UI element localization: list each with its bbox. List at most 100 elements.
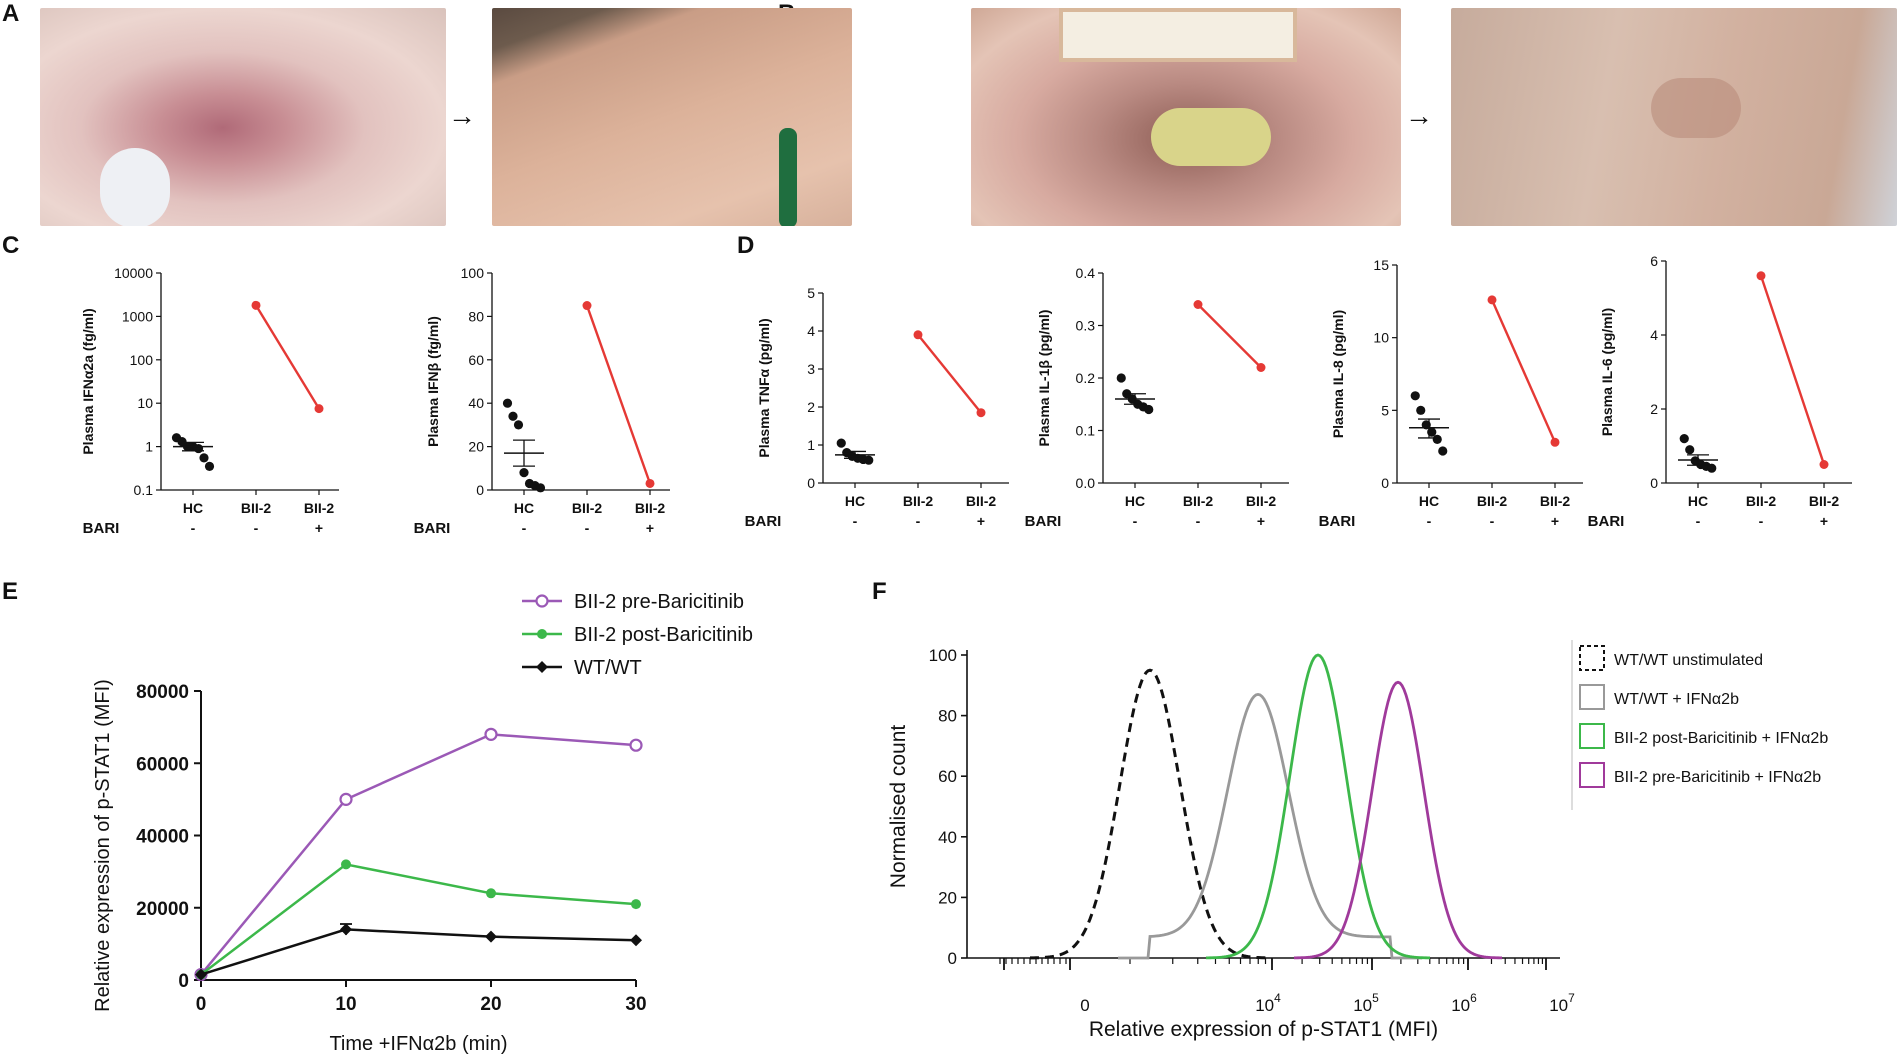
patient-point-pre [913,330,923,340]
y-tick-label: 0 [1381,475,1389,491]
patient-point-post [1550,437,1560,447]
patient-point-pre [1756,271,1766,281]
series-point [629,738,643,752]
hc-point [1432,434,1442,444]
patient-point-post [645,478,655,488]
x-tick-label: BII-2 [1540,493,1571,509]
patient-line [254,304,321,410]
x-tick-label: HC [845,493,865,509]
x-tick-label: 106 [1451,991,1477,1015]
chart-d3: 0 5 10 15 HC - BII-2 - BII-2 + BARI Plasma IL-8 (pg… [1319,257,1583,530]
legend-label: BII-2 pre-Baricitinib [574,591,744,613]
y-tick-label: 10 [1373,330,1389,346]
x-tick-label: BII-2 [304,500,335,516]
x-tick-label: 107 [1549,991,1575,1015]
hc-point [1685,445,1695,455]
hc-point [1679,434,1689,444]
y-tick-label: 3 [807,361,815,377]
y-tick-label: 4 [1650,327,1658,343]
legend-label: WT/WT + IFNα2b [1614,691,1739,708]
y-tick-label: 0.0 [1076,475,1096,491]
legend-swatch [1579,723,1605,749]
y-tick-label: 40000 [136,827,189,848]
y-tick-label: 0.1 [1076,423,1096,439]
hc-point [519,468,529,478]
y-axis-label: Plasma IL-1β (pg/ml) [1036,310,1052,447]
photo-b-arrow: → [1405,100,1433,131]
x-tick-label: 10 [335,994,356,1015]
y-tick-label: 2 [807,399,815,415]
series-point [631,899,641,910]
x-tick-label: 104 [1255,991,1281,1015]
x-tick-label: HC [1125,493,1145,509]
patient-line [585,305,652,484]
y-tick-label: 80 [468,308,484,324]
hc-point [864,455,874,465]
y-tick-label: 0 [476,482,484,498]
x-tick-label: HC [514,500,534,516]
panel-letter-f: F [872,578,887,605]
legend-label: BII-2 post-Baricitinib + IFNα2b [1614,730,1828,747]
patient-point-post [1256,363,1266,372]
y-tick-label: 1 [145,439,153,455]
chart-d1: 0 1 2 3 4 5 HC - BII-2 - BII-2 + BARI Plasma TNFα (pg… [745,285,1009,530]
legend-swatch [1579,762,1605,788]
patient-point-pre [1193,300,1203,309]
series-point [484,727,498,741]
y-tick-label: 10 [137,395,153,411]
y-tick-label: 0.3 [1076,318,1096,334]
photo-b-after [1451,8,1897,226]
patient-line [917,334,982,414]
x-tick-label: BII-2 [241,500,272,516]
bari-label: BARI [83,520,120,537]
chart-c2: 0 20 40 60 80 100 HC - BII-2 - BII-2 + BARI Plasma IF… [414,265,670,537]
y-tick-label: 4 [807,323,815,339]
bari-value: - [522,520,527,536]
bari-value: + [315,520,323,536]
y-axis-label: Relative expression of p-STAT1 (MFI) [92,679,114,1012]
series-point [485,930,497,943]
hc-point [1416,405,1426,415]
x-tick-label: HC [183,500,203,516]
photo-a-after [492,8,852,226]
bari-label: BARI [1319,513,1356,530]
x-tick-label: 0 [1080,996,1089,1015]
x-tick-label: HC [1419,493,1439,509]
y-tick-label: 60 [468,352,484,368]
bari-value: - [191,520,196,536]
hc-point [204,461,215,471]
legend-label: BII-2 pre-Baricitinib + IFNα2b [1614,769,1821,786]
bari-value: + [1257,513,1265,529]
bari-value: + [1551,513,1559,529]
legend-swatch [1579,684,1605,710]
series-line [200,928,637,976]
histogram-curve [1293,680,1503,960]
patient-point-pre [251,300,261,310]
hc-point [1144,404,1154,415]
series-point [486,888,496,899]
photo-b-scar [1651,78,1741,138]
panel-letter-e: E [2,578,19,605]
x-tick-label: 20 [480,994,501,1015]
x-axis-label: Time +IFNα2b (min) [329,1033,507,1055]
bari-label: BARI [414,520,451,537]
bari-value: - [1427,513,1432,529]
series-line [200,733,637,976]
x-tick-label: BII-2 [635,500,666,516]
bari-value: - [853,513,858,529]
x-tick-label: BII-2 [903,493,934,509]
y-tick-label: 6 [1650,253,1658,269]
panel-letter-d: D [737,232,755,259]
y-tick-label: 0 [807,475,815,491]
hc-point [193,443,204,454]
y-tick-label: 100 [929,646,957,665]
x-tick-label: BII-2 [1746,493,1777,509]
patient-point-pre [1487,295,1497,305]
y-axis-label: Normalised count [887,725,910,889]
photo-b-wound [1151,108,1271,166]
bari-label: BARI [1588,513,1625,530]
x-tick-label: BII-2 [966,493,997,509]
patient-line [1490,299,1557,443]
legend-marker [535,594,549,608]
x-tick-label: BII-2 [572,500,603,516]
